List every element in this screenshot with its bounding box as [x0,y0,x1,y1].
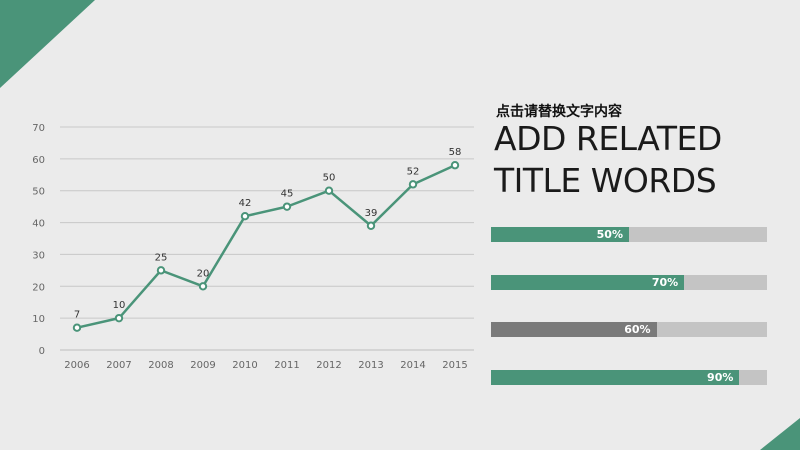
x-tick-label: 2008 [148,360,173,371]
series-line [76,164,456,329]
title-line-2: TITLE WORDS [494,161,717,200]
progress-bar-fill [491,370,740,385]
progress-bar-label: 50% [596,228,623,241]
data-label: 10 [113,300,126,311]
progress-bar-label: 90% [707,371,734,384]
progress-bar-fill [491,322,657,337]
title: ADD RELATED TITLE WORDS [494,118,784,202]
progress-bar-2: 70% [491,275,767,290]
x-tick-label: 2013 [358,360,383,371]
data-label: 7 [74,310,80,321]
data-point [408,180,418,189]
subtitle: 点击请替换文字内容 [496,104,622,120]
data-point [156,266,166,275]
y-tick-label: 40 [32,219,45,230]
x-tick-label: 2012 [316,360,341,371]
x-tick-label: 2006 [64,360,89,371]
data-point [72,323,82,332]
y-tick-label: 0 [39,346,45,357]
progress-bar-label: 70% [651,276,679,289]
data-label: 39 [365,208,378,219]
y-tick-label: 30 [32,250,45,261]
data-label: 50 [323,173,336,184]
progress-bar-label: 60% [624,323,651,336]
x-tick-label: 2007 [106,360,131,371]
data-label: 58 [449,147,462,158]
y-tick-label: 60 [32,155,45,166]
data-point [198,282,208,291]
x-tick-label: 2010 [232,360,257,371]
progress-bar-3: 60% [491,322,767,337]
data-label: 45 [281,189,294,200]
x-tick-label: 2011 [274,360,299,371]
data-label: 20 [197,268,210,279]
data-point [282,202,292,211]
y-tick-label: 50 [32,187,45,198]
x-tick-label: 2014 [400,360,425,371]
corner-decoration-bottom-right [760,418,800,450]
x-tick-label: 2009 [190,360,215,371]
x-tick-label: 2015 [442,360,467,371]
progress-bar-fill [491,227,629,242]
y-tick-label: 70 [32,123,45,134]
progress-bar-1: 50% [491,227,767,242]
data-label: 25 [155,252,168,263]
data-point [366,221,376,230]
data-point [240,212,250,221]
corner-decoration-top-left [0,0,95,88]
data-point [450,161,460,170]
data-point [114,313,124,323]
progress-bar-fill [491,275,685,290]
data-label: 52 [407,166,420,177]
data-label: 42 [239,198,252,209]
y-tick-label: 20 [32,282,45,293]
title-line-1: ADD RELATED [494,119,722,158]
y-tick-label: 10 [32,314,45,325]
progress-bar-4: 90% [491,370,767,385]
data-point [324,186,334,195]
